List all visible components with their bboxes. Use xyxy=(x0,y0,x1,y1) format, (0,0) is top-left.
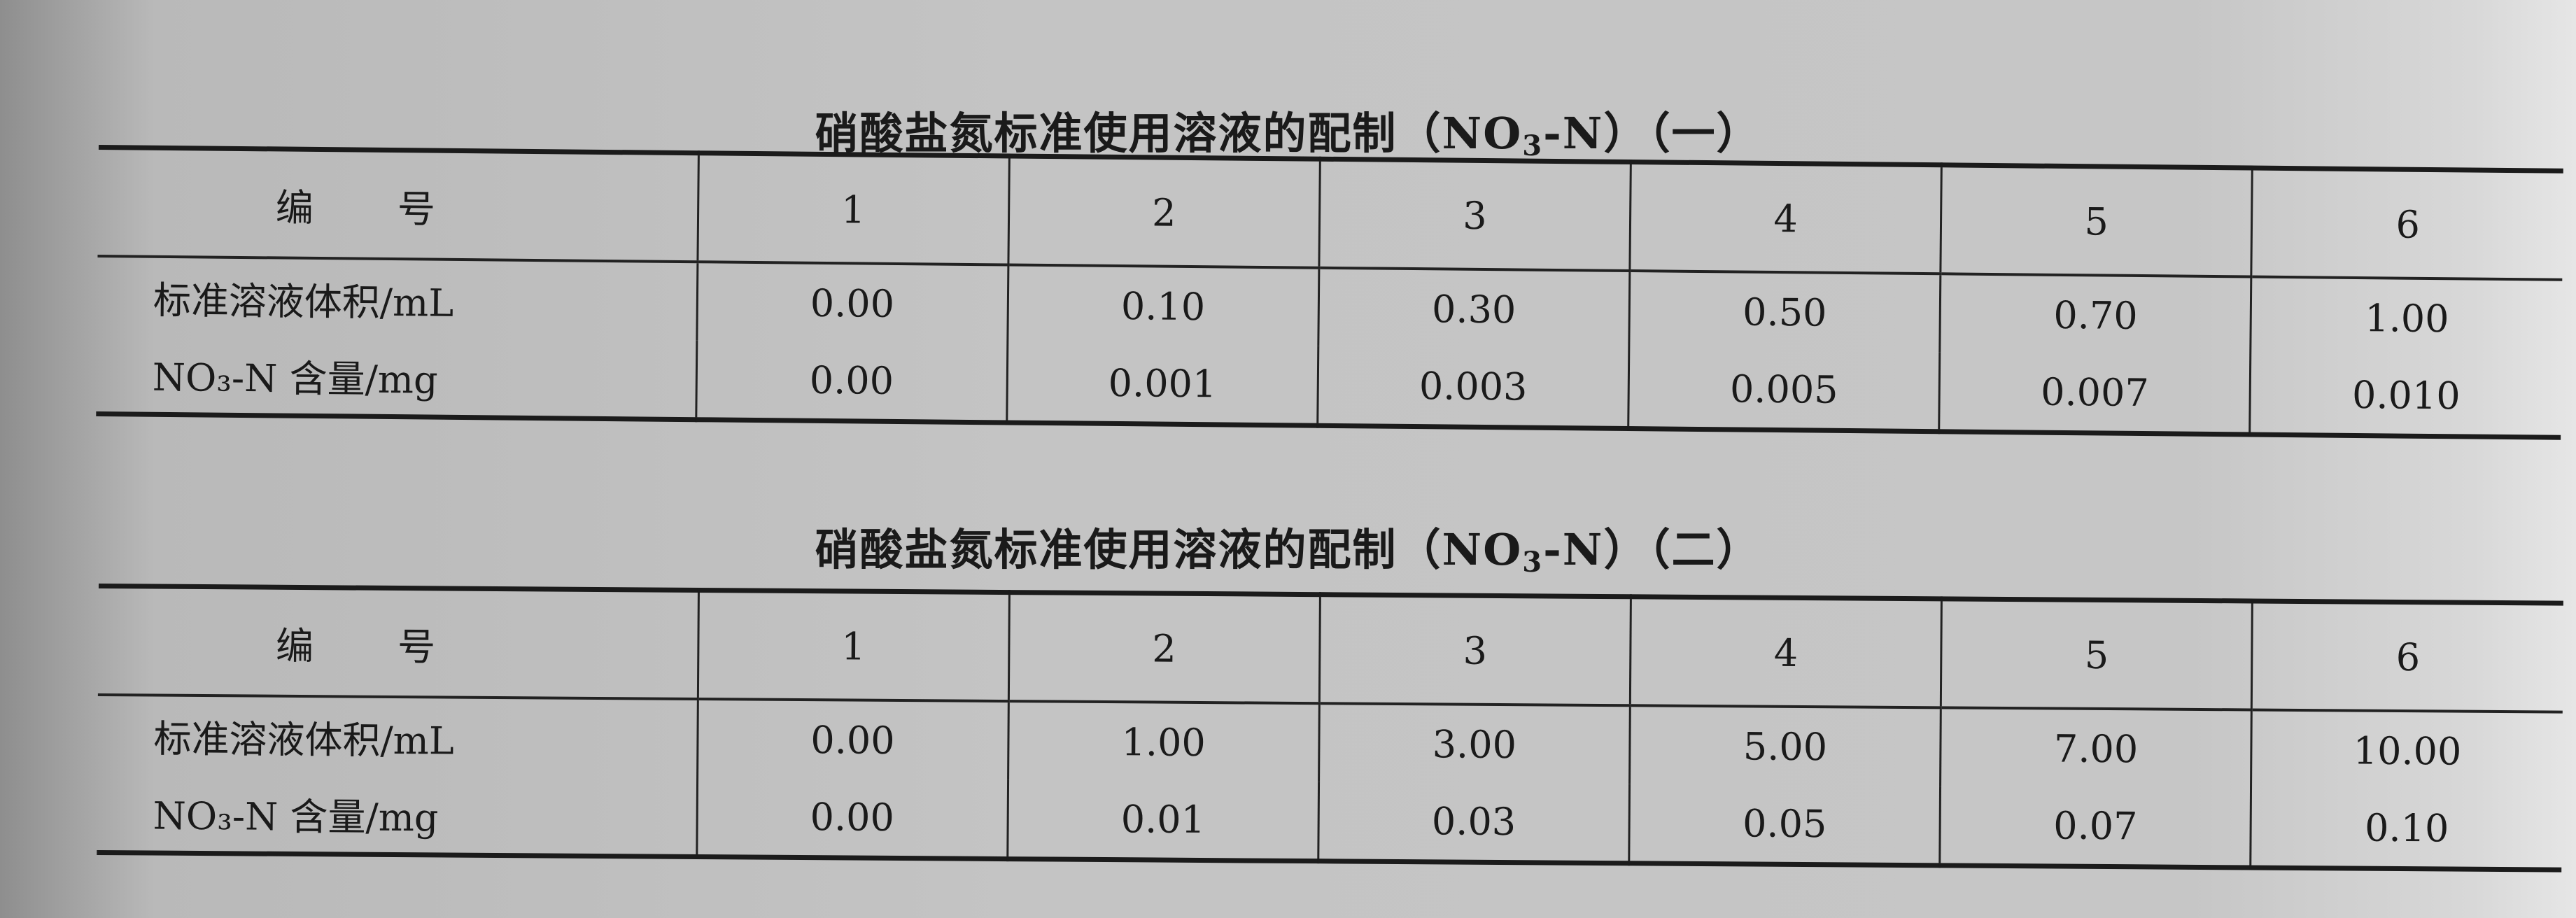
column-header: 5 xyxy=(1941,598,2253,710)
column-header: 3 xyxy=(1319,594,1631,706)
table-cell: 0.00 xyxy=(697,698,1009,780)
table-cell: 0.00 xyxy=(696,262,1008,344)
title-suffix: -N）（一） xyxy=(1543,108,1761,159)
header-label: 编号 xyxy=(97,147,698,262)
row-label: NO₃-N 含量/mg xyxy=(153,793,439,840)
table-cell: 0.007 xyxy=(1938,352,2251,435)
data-table: 编号 1 2 3 4 5 6 标准溶液体积/mL 0.00 1.00 3.00 5.00 7.00 10.… xyxy=(97,584,2563,873)
title-subscript: 3 xyxy=(1522,129,1544,162)
table-cell: 10.00 xyxy=(2251,709,2563,791)
table-cell: 0.00 xyxy=(696,777,1008,859)
table-cell: 3.00 xyxy=(1318,703,1631,784)
table-cell: 1.00 xyxy=(1008,701,1320,782)
column-header: 4 xyxy=(1630,596,1942,708)
table-cell: 0.50 xyxy=(1628,271,1941,353)
table-cell: 0.001 xyxy=(1006,343,1318,426)
column-header: 6 xyxy=(2251,600,2563,712)
column-header: 1 xyxy=(697,153,1010,265)
header-row: 编号 1 2 3 4 5 6 xyxy=(97,586,2563,712)
column-header: 2 xyxy=(1008,592,1321,704)
table-title: 硝酸盐氮标准使用溶液的配制（NO3-N）（一） xyxy=(0,98,2576,162)
column-header: 2 xyxy=(1008,155,1321,268)
table-cell: 0.05 xyxy=(1628,784,1941,866)
table-cell: 0.01 xyxy=(1007,779,1319,861)
table-cell: 0.10 xyxy=(2251,788,2563,870)
column-header: 3 xyxy=(1318,159,1631,271)
table-cell: 0.003 xyxy=(1317,346,1629,429)
row-label: 标准溶液体积/mL xyxy=(153,278,454,325)
table-cell: 0.07 xyxy=(1939,786,2251,868)
column-header: 1 xyxy=(697,590,1010,702)
table-title: 硝酸盐氮标准使用溶液的配制（NO3-N）（二） xyxy=(0,514,2576,579)
table-cell: 0.010 xyxy=(2249,355,2562,438)
row-label: 标准溶液体积/mL xyxy=(153,716,454,763)
title-subscript: 3 xyxy=(1522,546,1544,579)
column-header: 6 xyxy=(2251,168,2563,280)
table-cell: 1.00 xyxy=(2251,276,2563,358)
header-label: 编号 xyxy=(97,586,698,699)
table-cell: 0.03 xyxy=(1318,782,1630,863)
table-cell: 0.30 xyxy=(1318,267,1630,350)
title-prefix: 硝酸盐氮标准使用溶液的配制（NO xyxy=(815,108,1523,159)
column-header: 4 xyxy=(1629,162,1942,274)
data-table: 编号 1 2 3 4 5 6 标准溶液体积/mL 0.00 0.10 0.30 0.50 0.70 1.0… xyxy=(96,145,2563,440)
table-cell: 0.70 xyxy=(1939,274,2252,355)
title-suffix: -N）（二） xyxy=(1543,524,1761,575)
column-header: 5 xyxy=(1940,164,2253,277)
table-row: NO₃-N 含量/mg 0.00 0.01 0.03 0.05 0.07 0.10 xyxy=(97,773,2563,870)
table-cell: 0.00 xyxy=(696,340,1008,423)
row-label: NO₃-N 含量/mg xyxy=(152,355,438,402)
table-cell: 0.10 xyxy=(1007,264,1319,346)
table-cell: 5.00 xyxy=(1629,705,1941,786)
table-cell: 0.005 xyxy=(1628,349,1940,432)
title-prefix: 硝酸盐氮标准使用溶液的配制（NO xyxy=(815,524,1523,575)
table-cell: 7.00 xyxy=(1940,707,2252,789)
